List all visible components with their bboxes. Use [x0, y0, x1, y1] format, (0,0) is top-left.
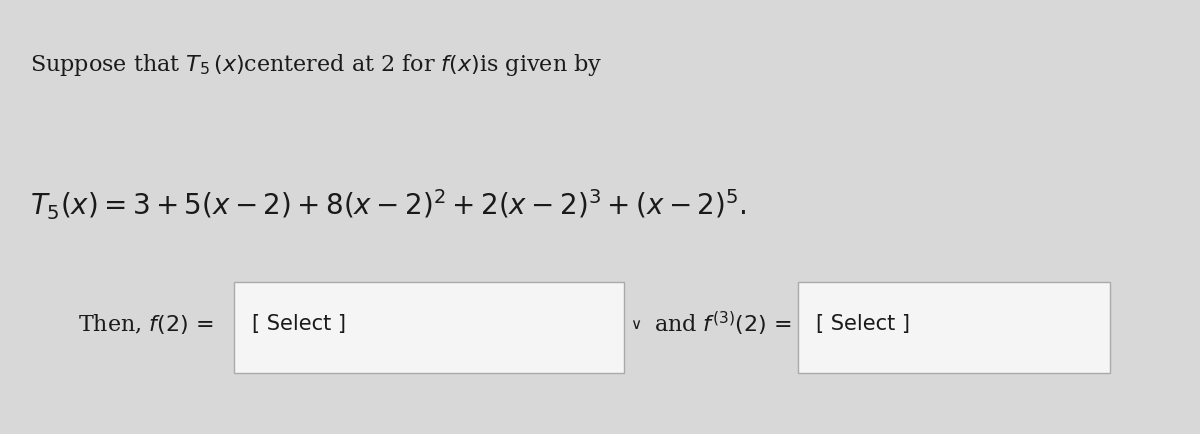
Text: [ Select ]: [ Select ]	[252, 313, 346, 333]
Text: $T_5(x) = 3 + 5(x - 2) + 8(x - 2)^2 + 2(x - 2)^3 + (x - 2)^5.$: $T_5(x) = 3 + 5(x - 2) + 8(x - 2)^2 + 2(…	[30, 187, 746, 221]
FancyBboxPatch shape	[798, 282, 1110, 373]
Text: and $f^{(3)}(2)$ =: and $f^{(3)}(2)$ =	[654, 309, 792, 337]
Text: Suppose that $T_5\,(x)$centered at 2 for $f(x)$is given by: Suppose that $T_5\,(x)$centered at 2 for…	[30, 52, 602, 78]
Text: ∨: ∨	[630, 316, 641, 331]
FancyBboxPatch shape	[234, 282, 624, 373]
Text: [ Select ]: [ Select ]	[816, 313, 910, 333]
Text: Then, $f(2)$ =: Then, $f(2)$ =	[78, 311, 214, 335]
